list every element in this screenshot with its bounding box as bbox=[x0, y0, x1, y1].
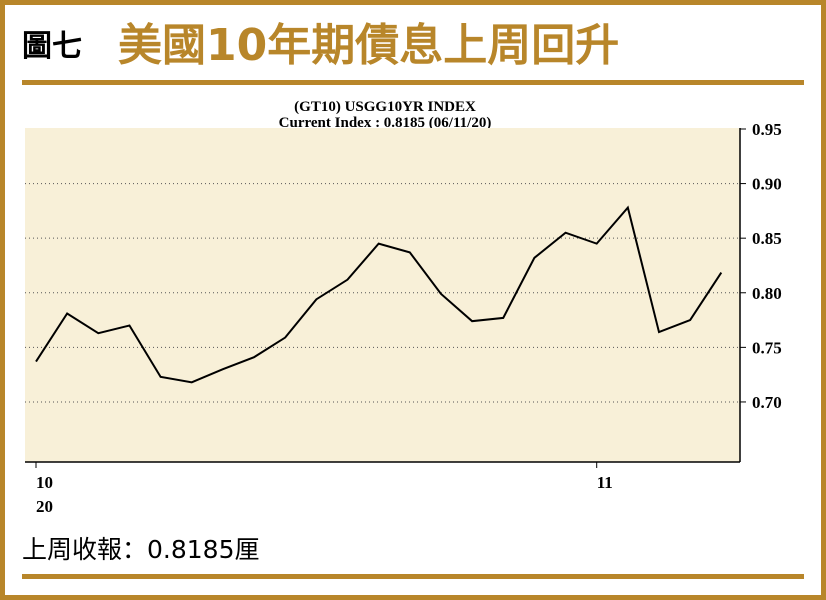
data-line bbox=[35, 205, 723, 384]
divider bbox=[22, 80, 804, 85]
page-title: 美國10年期債息上周回升 bbox=[118, 20, 619, 71]
plot-area bbox=[25, 128, 740, 462]
y-tick-label: 0.75 bbox=[752, 338, 782, 357]
x-tick-label: 10 bbox=[36, 473, 53, 492]
divider bbox=[22, 574, 804, 579]
x-year-label: 20 bbox=[36, 497, 53, 516]
x-tick-label: 11 bbox=[597, 473, 613, 492]
footer-text: 上周收報：0.8185厘 bbox=[22, 535, 259, 564]
chart-title: (GT10) USGG10YR INDEX bbox=[294, 99, 476, 115]
y-tick-label: 0.90 bbox=[752, 175, 782, 194]
y-tick-label: 0.85 bbox=[752, 229, 782, 248]
figure-label: 圖七 bbox=[22, 29, 82, 64]
y-tick-label: 0.95 bbox=[752, 120, 782, 139]
y-tick-label: 0.70 bbox=[752, 393, 782, 412]
chart-subtitle: Current Index : 0.8185 (06/11/20) bbox=[279, 115, 492, 131]
y-tick-label: 0.80 bbox=[752, 284, 782, 303]
